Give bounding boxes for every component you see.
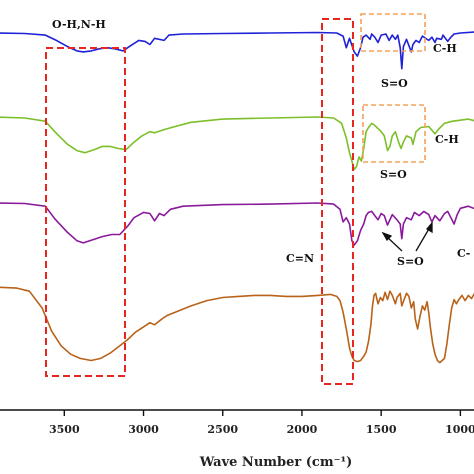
so-arrow-right-head	[426, 221, 433, 234]
so-arrow-right	[415, 226, 431, 252]
spectrum-third	[0, 202, 474, 246]
so-arrows	[381, 221, 433, 252]
annotation-oh-nh: O-H,N-H	[52, 18, 106, 31]
x-tick-label-3500: 3500	[49, 423, 80, 436]
annotation-so-middle: S=O	[380, 168, 407, 181]
annotation-ch-top: C-H	[433, 42, 457, 55]
oh-nh-highlight-box	[45, 47, 126, 377]
so-highlight-box-top	[360, 13, 426, 52]
cn-highlight-box	[321, 18, 354, 385]
x-axis-label: Wave Number (cm⁻¹)	[199, 455, 353, 470]
x-tick-label-2500: 2500	[207, 423, 238, 436]
x-tick-label-1500: 1500	[366, 423, 397, 436]
x-tick-label-3000: 3000	[128, 423, 159, 436]
so-highlight-box-middle	[362, 104, 426, 163]
annotation-ch-middle: C-H	[435, 133, 459, 146]
x-tick-label-2000: 2000	[287, 423, 318, 436]
spectra-group	[0, 31, 474, 364]
so-arrow-left-head	[381, 231, 393, 242]
annotation-so-bottom: S=O	[397, 255, 424, 268]
x-tick-label-1000: 1000	[445, 423, 474, 436]
annotation-c-truncated: C-	[457, 247, 470, 260]
annotation-so-top: S=O	[381, 77, 408, 90]
spectrum-second	[0, 116, 474, 171]
annotation-cn: C=N	[286, 252, 314, 265]
x-axis: 3500 3000 2500 2000 1500 1000	[0, 409, 474, 436]
spectrum-bottom	[0, 286, 474, 364]
spectrum-top	[0, 31, 474, 70]
